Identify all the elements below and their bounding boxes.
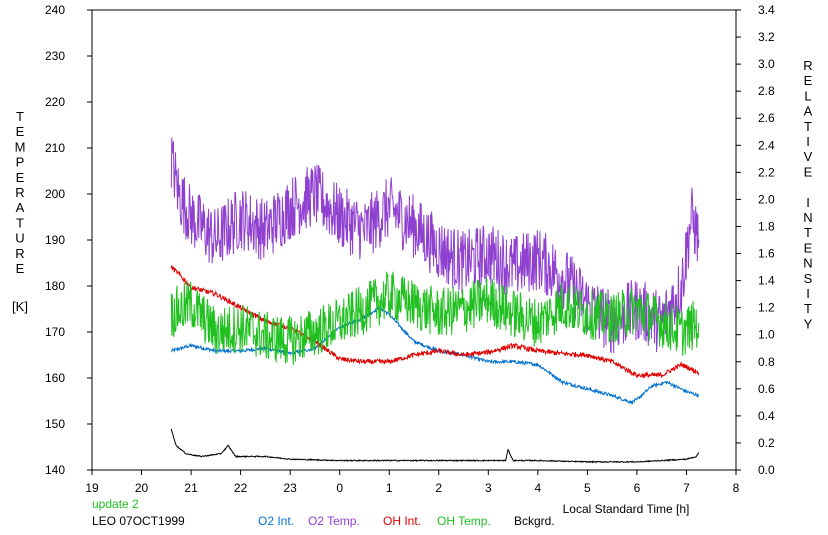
y-right-tick-label: 1.4 [758,274,775,288]
y-left-tick-label: 150 [45,417,65,431]
y-left-label-letter: R [15,185,24,200]
y-left-tick-label: 210 [45,141,65,155]
y-right-tick-label: 1.2 [758,301,775,315]
legend-bckgrd: Bckgrd. [514,514,555,528]
y-right-tick-label: 0.2 [758,436,775,450]
y-right-label-letter: T [804,119,812,134]
y-left-unit: [K] [12,299,28,314]
legend-oh-int: OH Int. [383,514,422,528]
y-left-label-letter: E [16,124,25,139]
y-right-tick-label: 2.4 [758,138,775,152]
x-tick-label: 2 [435,481,442,495]
x-tick-label: 7 [683,481,690,495]
x-tick-label: 21 [184,481,198,495]
y-right-label-letter: Y [804,316,813,331]
y-right-label-letter: T [804,225,812,240]
y-right-label-letter: E [804,240,813,255]
y-right-tick-label: 0.8 [758,355,775,369]
y-left-label-letter: T [16,215,24,230]
y-right-label-letter: R [803,58,812,73]
station-date-label: LEO 07OCT1999 [92,514,185,528]
x-tick-label: 6 [634,481,641,495]
series-line-o2-temp [170,137,700,354]
x-tick-label: 0 [336,481,343,495]
y-right-tick-label: 2.0 [758,192,775,206]
y-right-label-letter: T [804,301,812,316]
y-right-label-letter: S [804,271,813,286]
series-line-bckgrd [170,428,700,464]
y-right-label-letter: E [804,73,813,88]
legend-o2-temp: O2 Temp. [308,514,360,528]
legend-o2-int: O2 Int. [258,514,295,528]
y-right-tick-label: 2.8 [758,84,775,98]
y-right-label-letter: L [804,88,811,103]
y-left-tick-label: 140 [45,463,65,477]
update-label: update 2 [92,497,139,511]
y-left-label-letter: P [16,155,25,170]
y-right-label-letter: A [804,104,813,119]
y-right-label-letter: V [804,149,813,164]
series-line-oh-temp [170,271,700,366]
y-right-tick-label: 2.6 [758,111,775,125]
y-right-tick-label: 0.4 [758,409,775,423]
y-left-label-letter: A [16,200,25,215]
y-left-tick-label: 160 [45,371,65,385]
y-left-label-letter: U [15,231,24,246]
y-right-tick-label: 0.0 [758,463,775,477]
y-right-tick-label: 3.0 [758,57,775,71]
y-right-tick-label: 0.6 [758,382,775,396]
x-tick-label: 8 [733,481,740,495]
x-tick-label: 3 [485,481,492,495]
y-left-label-letter: M [15,139,26,154]
y-right-tick-label: 1.6 [758,247,775,261]
y-right-tick-label: 3.2 [758,30,775,44]
x-axis-label: Local Standard Time [h] [563,502,690,516]
x-tick-label: 23 [283,481,297,495]
y-left-label-letter: E [16,170,25,185]
y-left-tick-label: 200 [45,187,65,201]
y-right-label-letter: I [806,195,810,210]
x-tick-label: 20 [135,481,149,495]
y-left-label-letter: T [16,109,24,124]
series-layer [170,137,700,464]
y-right-tick-label: 1.0 [758,328,775,342]
y-left-tick-label: 180 [45,279,65,293]
x-tick-label: 19 [85,481,99,495]
y-left-label-letter: E [16,261,25,276]
series-line-o2-int [170,305,700,405]
y-left-label-letter: R [15,246,24,261]
y-right-tick-label: 2.2 [758,165,775,179]
x-tick-label: 1 [386,481,393,495]
y-left-tick-label: 220 [45,95,65,109]
y-right-tick-label: 3.4 [758,3,775,17]
y-right-tick-label: 1.8 [758,219,775,233]
y-left-tick-label: 190 [45,233,65,247]
y-right-label-letter: E [804,164,813,179]
legend-oh-temp: OH Temp. [437,514,491,528]
x-tick-label: 22 [234,481,248,495]
ticks-layer: 19 20 21 22 23 0 1 2 3 4 5 6 7 8140150160170180190200… [45,3,775,495]
y-right-label-letter: I [806,286,810,301]
y-left-tick-label: 170 [45,325,65,339]
y-right-label-letter: N [803,256,812,271]
x-tick-label: 5 [584,481,591,495]
y-right-label-letter: N [803,210,812,225]
y-left-tick-label: 230 [45,49,65,63]
x-tick-label: 4 [535,481,542,495]
y-right-label-letter: I [806,134,810,149]
y-left-tick-label: 240 [45,3,65,17]
